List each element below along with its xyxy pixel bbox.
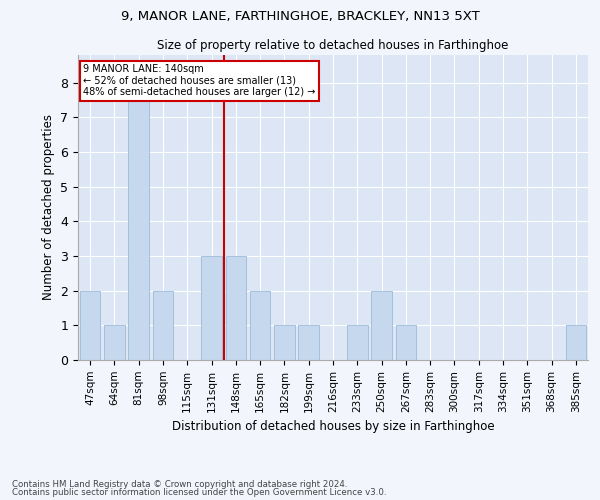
Bar <box>104 326 125 360</box>
X-axis label: Distribution of detached houses by size in Farthinghoe: Distribution of detached houses by size … <box>172 420 494 433</box>
Bar <box>250 290 271 360</box>
Text: Contains public sector information licensed under the Open Government Licence v3: Contains public sector information licen… <box>12 488 386 497</box>
Text: 9 MANOR LANE: 140sqm
← 52% of detached houses are smaller (13)
48% of semi-detac: 9 MANOR LANE: 140sqm ← 52% of detached h… <box>83 64 316 98</box>
Bar <box>80 290 100 360</box>
Bar <box>128 82 149 360</box>
Bar <box>371 290 392 360</box>
Bar <box>566 326 586 360</box>
Bar <box>201 256 222 360</box>
Bar <box>274 326 295 360</box>
Bar <box>347 326 368 360</box>
Bar <box>226 256 246 360</box>
Bar <box>152 290 173 360</box>
Bar <box>298 326 319 360</box>
Text: 9, MANOR LANE, FARTHINGHOE, BRACKLEY, NN13 5XT: 9, MANOR LANE, FARTHINGHOE, BRACKLEY, NN… <box>121 10 479 23</box>
Y-axis label: Number of detached properties: Number of detached properties <box>42 114 55 300</box>
Title: Size of property relative to detached houses in Farthinghoe: Size of property relative to detached ho… <box>157 40 509 52</box>
Text: Contains HM Land Registry data © Crown copyright and database right 2024.: Contains HM Land Registry data © Crown c… <box>12 480 347 489</box>
Bar <box>395 326 416 360</box>
